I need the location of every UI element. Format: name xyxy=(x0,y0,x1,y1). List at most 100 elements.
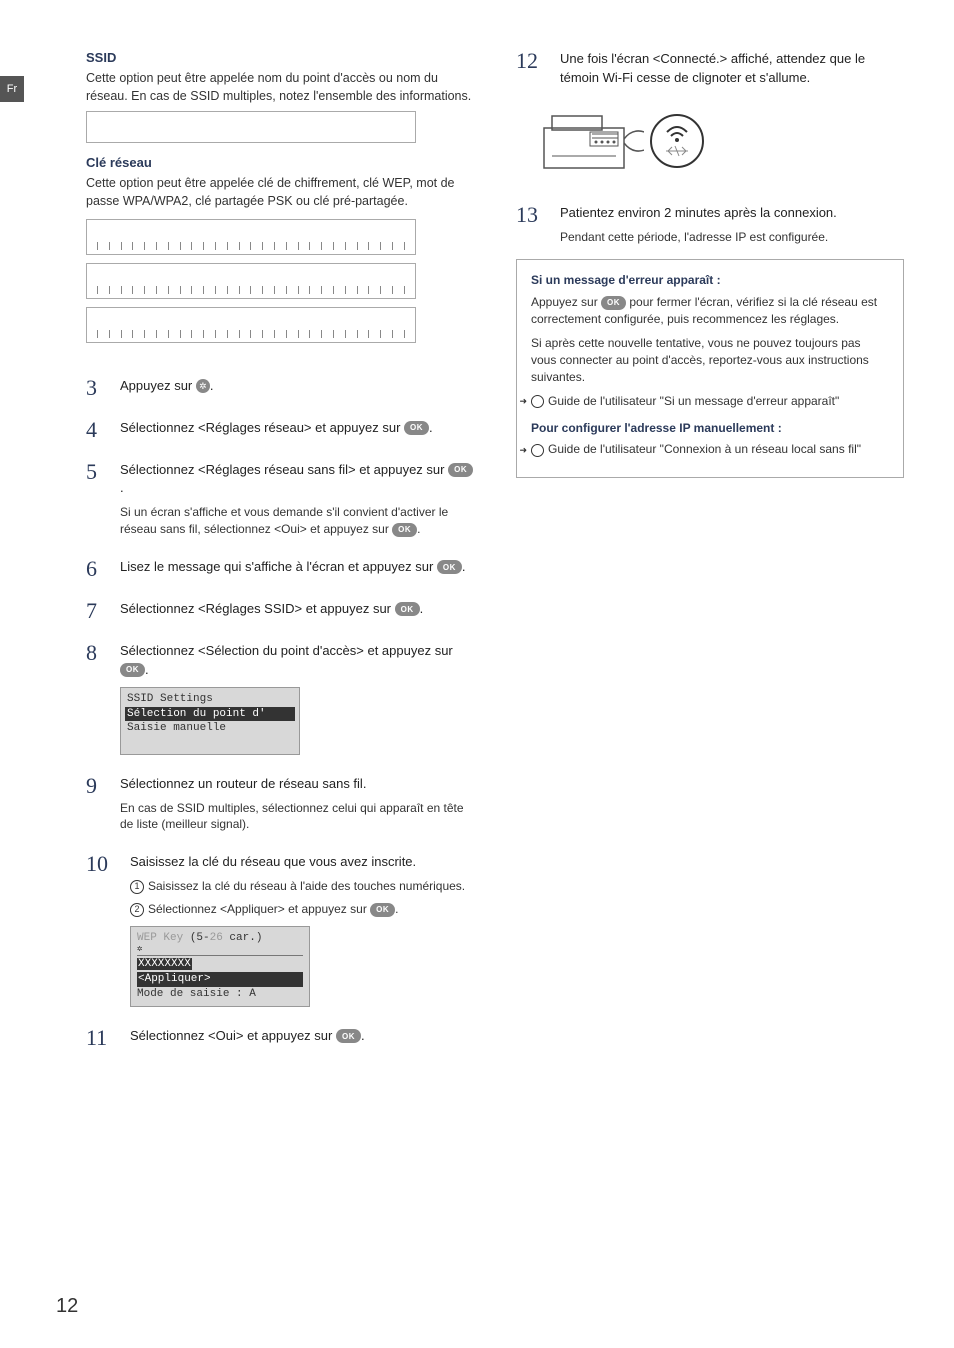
ok-icon: OK xyxy=(336,1029,361,1043)
step-9: 9 Sélectionnez un routeur de réseau sans… xyxy=(86,775,474,833)
step-9-num: 9 xyxy=(86,775,108,833)
step-8: 8 Sélectionnez <Sélection du point d'acc… xyxy=(86,642,474,755)
step-5-text-b: . xyxy=(120,480,124,495)
step-11-text-a: Sélectionnez <Oui> et appuyez sur xyxy=(130,1028,336,1043)
error-ref: ➜ Guide de l'utilisateur "Si un message d… xyxy=(531,393,889,410)
step-12-num: 12 xyxy=(516,50,548,88)
lcd-line2-selected: Sélection du point d' xyxy=(125,707,295,721)
circled-1-icon: 1 xyxy=(130,880,144,894)
step-10-li1: 1 Saisissez la clé du réseau à l'aide des… xyxy=(130,878,474,895)
step-8-num: 8 xyxy=(86,642,108,755)
lcd-line3: Saisie manuelle xyxy=(125,721,295,735)
step-5-sub: Si un écran s'affiche et vous demande s'… xyxy=(120,504,474,538)
step-7-text-b: . xyxy=(420,601,424,616)
step-6-text-b: . xyxy=(462,559,466,574)
step-13-num: 13 xyxy=(516,204,548,246)
step-4-num: 4 xyxy=(86,419,108,441)
step-11: 11 Sélectionnez <Oui> et appuyez sur OK. xyxy=(86,1027,474,1049)
step-8-text-a: Sélectionnez <Sélection du point d'accès… xyxy=(120,643,453,658)
page-number: 12 xyxy=(56,1295,78,1318)
step-10: 10 Saisissez la clé du réseau que vous a… xyxy=(86,853,474,1007)
step-6-num: 6 xyxy=(86,558,108,580)
arrow-icon: ➜ xyxy=(531,444,544,457)
arrow-icon: ➜ xyxy=(531,395,544,408)
step-7-text: Sélectionnez <Réglages SSID> et appuyez … xyxy=(120,600,474,619)
step-13: 13 Patientez environ 2 minutes après la … xyxy=(516,204,904,246)
step-6: 6 Lisez le message qui s'affiche à l'écr… xyxy=(86,558,474,580)
lcd-line1: SSID Settings xyxy=(125,692,295,706)
step-4-text: Sélectionnez <Réglages réseau> et appuye… xyxy=(120,419,474,438)
step-10-li2: 2 Sélectionnez <Appliquer> et appuyez sur… xyxy=(130,901,474,918)
left-column: SSID Cette option peut être appelée nom … xyxy=(86,50,474,1049)
netkey-box-1 xyxy=(86,219,416,255)
ok-icon: OK xyxy=(404,421,429,435)
step-10-li1-text: Saisissez la clé du réseau à l'aide des … xyxy=(148,879,465,893)
wifi-indicator-icon xyxy=(650,114,704,168)
step-4-text-b: . xyxy=(429,420,433,435)
step-7: 7 Sélectionnez <Réglages SSID> et appuye… xyxy=(86,600,474,622)
step-10-text: Saisissez la clé du réseau que vous avez… xyxy=(130,853,474,872)
ssid-heading: SSID xyxy=(86,50,474,65)
ok-icon: OK xyxy=(601,296,626,310)
ssid-input-box xyxy=(86,111,416,143)
step-13-text: Patientez environ 2 minutes après la con… xyxy=(560,204,904,223)
step-7-text-a: Sélectionnez <Réglages SSID> et appuyez … xyxy=(120,601,395,616)
step-6-text: Lisez le message qui s'affiche à l'écran… xyxy=(120,558,474,577)
step-5-text: Sélectionnez <Réglages réseau sans fil> … xyxy=(120,461,474,499)
ok-icon: OK xyxy=(437,560,462,574)
ip-ref-text: Guide de l'utilisateur "Connexion à un r… xyxy=(548,442,861,456)
step-3-text-a: Appuyez sur xyxy=(120,378,196,393)
step-3-text: Appuyez sur ✲. xyxy=(120,377,474,396)
step-6-text-a: Lisez le message qui s'affiche à l'écran… xyxy=(120,559,437,574)
printer-icon xyxy=(534,106,644,176)
step-11-text-b: . xyxy=(361,1028,365,1043)
lcd2-l1a: WEP Key xyxy=(137,932,183,944)
step-11-text: Sélectionnez <Oui> et appuyez sur OK. xyxy=(130,1027,474,1046)
netkey-text: Cette option peut être appelée clé de ch… xyxy=(86,174,474,210)
step-9-sub: En cas de SSID multiples, sélectionnez c… xyxy=(120,800,474,834)
error-ref-text: Guide de l'utilisateur "Si un message d'… xyxy=(548,394,839,408)
ok-icon: OK xyxy=(395,602,420,616)
step-8-text-b: . xyxy=(145,662,149,677)
ip-ref: ➜ Guide de l'utilisateur "Connexion à un … xyxy=(531,441,889,458)
lcd-wep-key: WEP Key (5-26 car.) ✲ XXXXXXXX <Applique… xyxy=(130,926,310,1007)
lcd2-l1b: (5-26 car.) xyxy=(183,932,262,944)
ok-icon: OK xyxy=(448,463,473,477)
step-4-text-a: Sélectionnez <Réglages réseau> et appuye… xyxy=(120,420,404,435)
step-3: 3 Appuyez sur ✲. xyxy=(86,377,474,399)
step-3-text-b: . xyxy=(210,378,214,393)
gear-icon: ✲ xyxy=(196,379,210,393)
ok-icon: OK xyxy=(370,903,395,917)
step-10-num: 10 xyxy=(86,853,118,1007)
lcd2-l2: XXXXXXXX xyxy=(137,958,192,970)
step-10-li2-b: . xyxy=(395,902,398,916)
page-columns: SSID Cette option peut être appelée nom … xyxy=(86,50,904,1049)
step-3-num: 3 xyxy=(86,377,108,399)
step-10-li2-a: Sélectionnez <Appliquer> et appuyez sur xyxy=(148,902,370,916)
step-5: 5 Sélectionnez <Réglages réseau sans fil… xyxy=(86,461,474,538)
printer-illustration xyxy=(534,106,904,176)
error-p1-a: Appuyez sur xyxy=(531,295,601,309)
language-tab: Fr xyxy=(0,76,24,102)
lcd2-l4: Mode de saisie : A xyxy=(137,987,303,1002)
ok-icon: OK xyxy=(392,523,417,537)
step-12-text: Une fois l'écran <Connecté.> affiché, at… xyxy=(560,50,904,88)
step-5-sub-b: . xyxy=(417,522,420,536)
step-7-num: 7 xyxy=(86,600,108,622)
step-4: 4 Sélectionnez <Réglages réseau> et appu… xyxy=(86,419,474,441)
netkey-box-3 xyxy=(86,307,416,343)
circled-2-icon: 2 xyxy=(130,903,144,917)
error-p2: Si après cette nouvelle tentative, vous … xyxy=(531,335,889,387)
ip-heading: Pour configurer l'adresse IP manuellemen… xyxy=(531,420,889,437)
error-heading: Si un message d'erreur apparaît : xyxy=(531,272,889,289)
info-box: Si un message d'erreur apparaît : Appuye… xyxy=(516,259,904,478)
error-p1: Appuyez sur OK pour fermer l'écran, véri… xyxy=(531,294,889,329)
step-5-num: 5 xyxy=(86,461,108,538)
netkey-heading: Clé réseau xyxy=(86,155,474,170)
step-9-text: Sélectionnez un routeur de réseau sans f… xyxy=(120,775,474,794)
ssid-text: Cette option peut être appelée nom du po… xyxy=(86,69,474,105)
ok-icon: OK xyxy=(120,663,145,677)
lcd-ssid-settings: SSID Settings Sélection du point d' Sais… xyxy=(120,687,300,754)
step-12: 12 Une fois l'écran <Connecté.> affiché,… xyxy=(516,50,904,88)
right-column: 12 Une fois l'écran <Connecté.> affiché,… xyxy=(516,50,904,1049)
